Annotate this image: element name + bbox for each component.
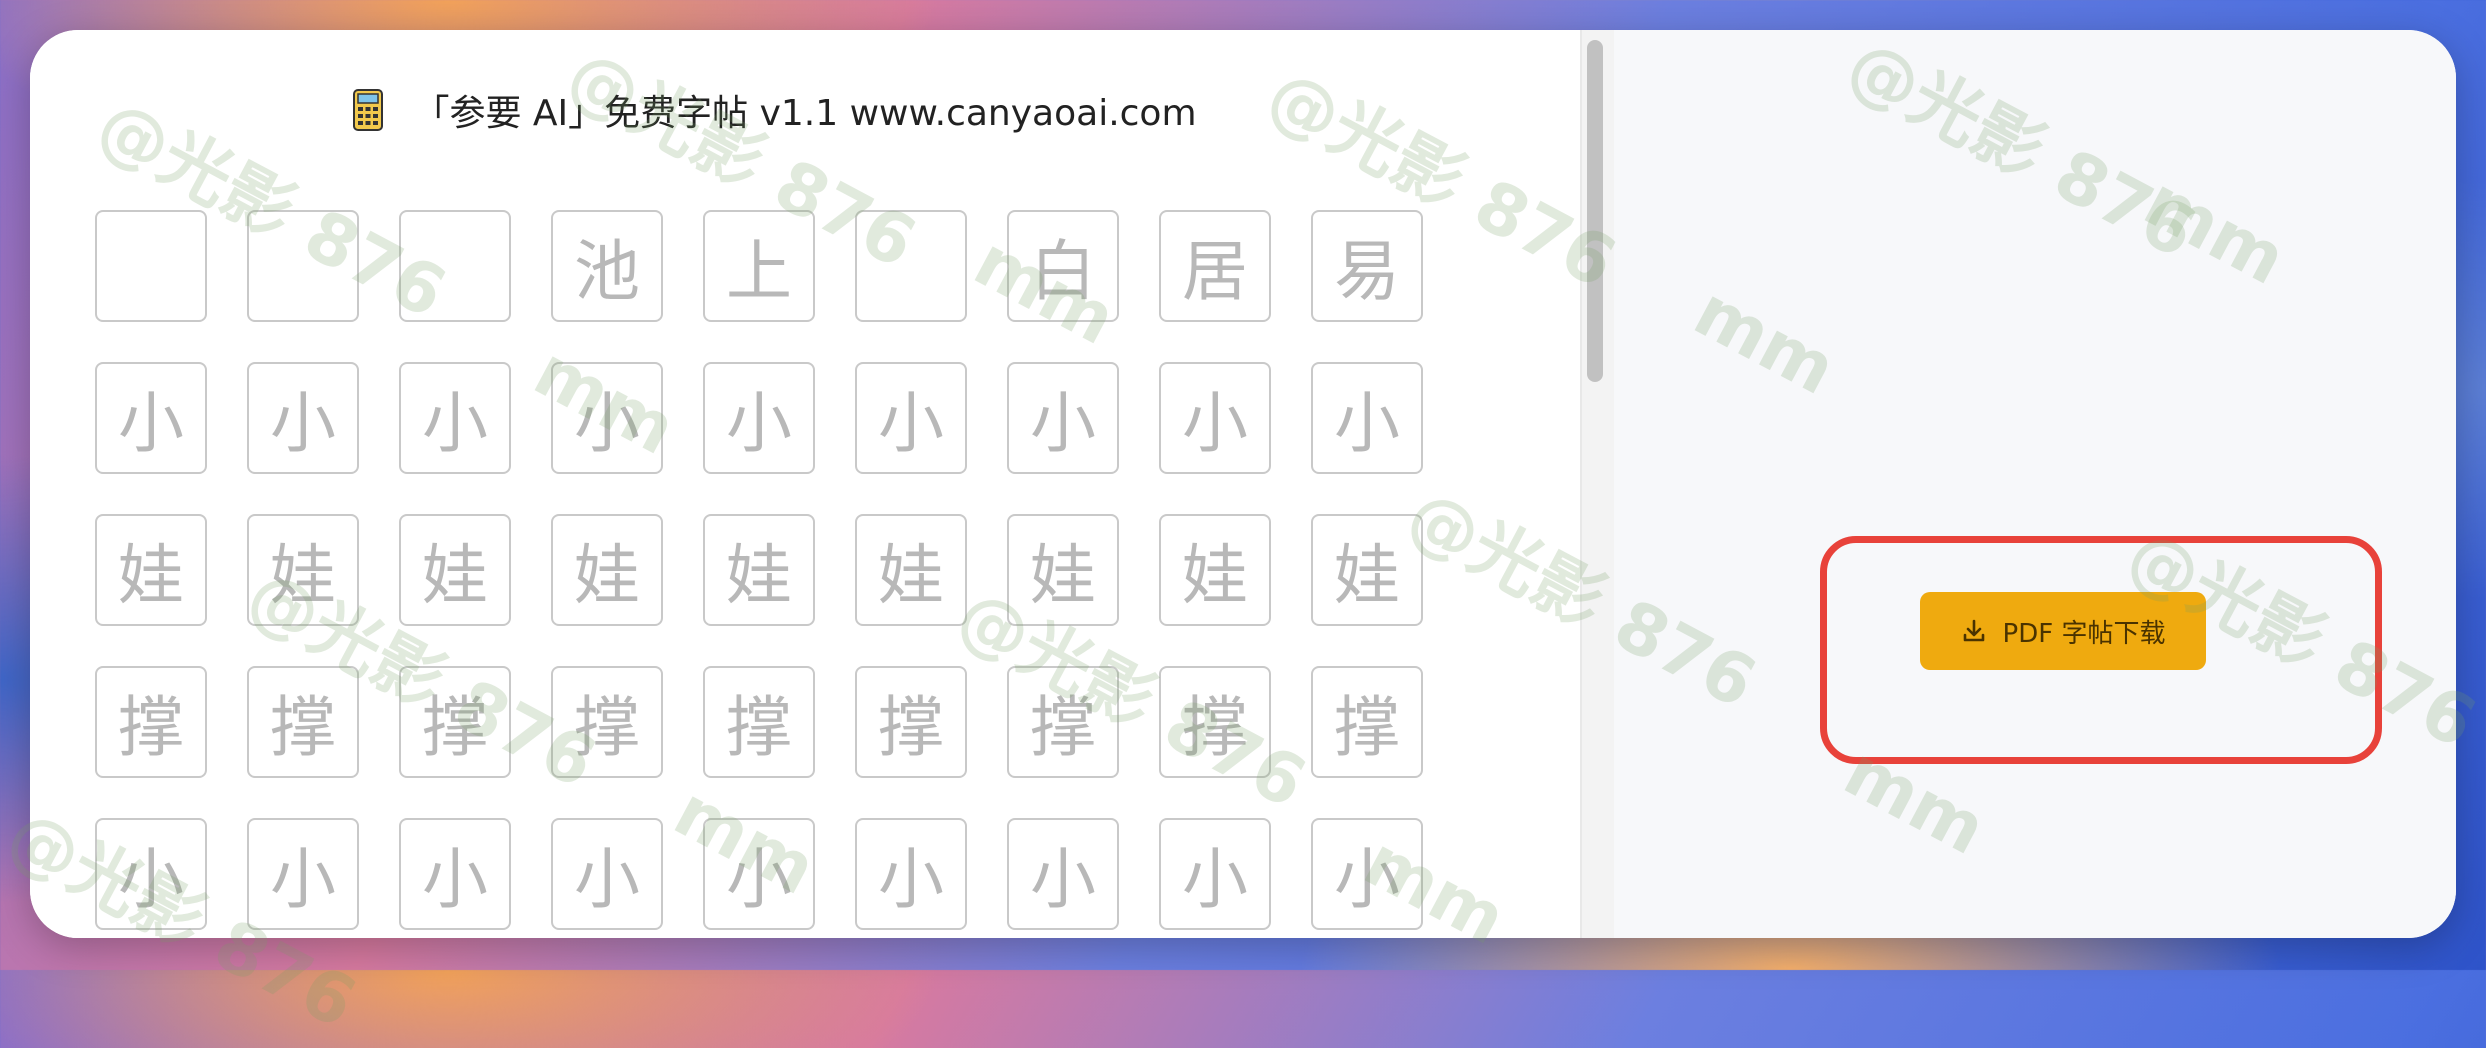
worksheet-preview: 「参要 AI」免费字帖 v1.1 www.canyaoai.com 池 上 白 … — [30, 30, 1580, 938]
grid-cell: 撑 — [855, 666, 967, 778]
grid-cell — [95, 210, 207, 322]
grid-cell: 撑 — [1007, 666, 1119, 778]
title-text: 「参要 AI」免费字帖 v1.1 www.canyaoai.com — [413, 93, 1197, 134]
scrollbar-thumb[interactable] — [1587, 40, 1603, 382]
grid-cell — [399, 210, 511, 322]
grid-cell: 小 — [551, 362, 663, 474]
grid-cell: 娃 — [703, 514, 815, 626]
grid-cell: 小 — [399, 818, 511, 930]
highlight-box — [1820, 536, 2382, 764]
pdf-download-button[interactable]: PDF 字帖下载 — [1920, 592, 2206, 670]
grid-cell: 撑 — [1159, 666, 1271, 778]
grid-cell: 小 — [551, 818, 663, 930]
character-grid: 池 上 白 居 易 小 小 小 小 小 小 小 小 小 娃 娃 娃 娃 娃 娃 … — [95, 210, 1423, 930]
grid-cell: 小 — [399, 362, 511, 474]
grid-cell: 小 — [1159, 362, 1271, 474]
grid-cell — [247, 210, 359, 322]
grid-cell: 撑 — [95, 666, 207, 778]
grid-cell: 娃 — [399, 514, 511, 626]
grid-cell: 小 — [1311, 818, 1423, 930]
grid-cell: 撑 — [703, 666, 815, 778]
grid-cell: 小 — [95, 818, 207, 930]
grid-cell: 小 — [1007, 818, 1119, 930]
grid-cell: 小 — [247, 362, 359, 474]
grid-cell: 娃 — [855, 514, 967, 626]
grid-cell: 小 — [1007, 362, 1119, 474]
grid-cell: 撑 — [1311, 666, 1423, 778]
grid-cell: 小 — [855, 362, 967, 474]
grid-cell: 上 — [703, 210, 815, 322]
grid-cell: 撑 — [399, 666, 511, 778]
grid-cell: 小 — [703, 818, 815, 930]
grid-cell: 小 — [1159, 818, 1271, 930]
grid-cell: 小 — [95, 362, 207, 474]
grid-cell: 池 — [551, 210, 663, 322]
app-window: 「参要 AI」免费字帖 v1.1 www.canyaoai.com 池 上 白 … — [30, 30, 2456, 938]
pdf-download-label: PDF 字帖下载 — [2002, 618, 2166, 649]
calculator-icon — [353, 89, 384, 131]
grid-cell: 小 — [703, 362, 815, 474]
grid-cell: 白 — [1007, 210, 1119, 322]
grid-cell: 小 — [855, 818, 967, 930]
page-title: 「参要 AI」免费字帖 v1.1 www.canyaoai.com — [30, 85, 1520, 135]
grid-cell: 小 — [1311, 362, 1423, 474]
grid-cell: 娃 — [95, 514, 207, 626]
grid-cell: 娃 — [551, 514, 663, 626]
grid-cell: 娃 — [1311, 514, 1423, 626]
grid-cell: 娃 — [247, 514, 359, 626]
grid-cell: 娃 — [1007, 514, 1119, 626]
download-icon — [1963, 619, 1984, 642]
grid-cell: 撑 — [551, 666, 663, 778]
grid-cell: 娃 — [1159, 514, 1271, 626]
grid-cell — [855, 210, 967, 322]
action-panel — [1614, 30, 2456, 938]
grid-cell: 易 — [1311, 210, 1423, 322]
grid-cell: 撑 — [247, 666, 359, 778]
grid-cell: 小 — [247, 818, 359, 930]
grid-cell: 居 — [1159, 210, 1271, 322]
